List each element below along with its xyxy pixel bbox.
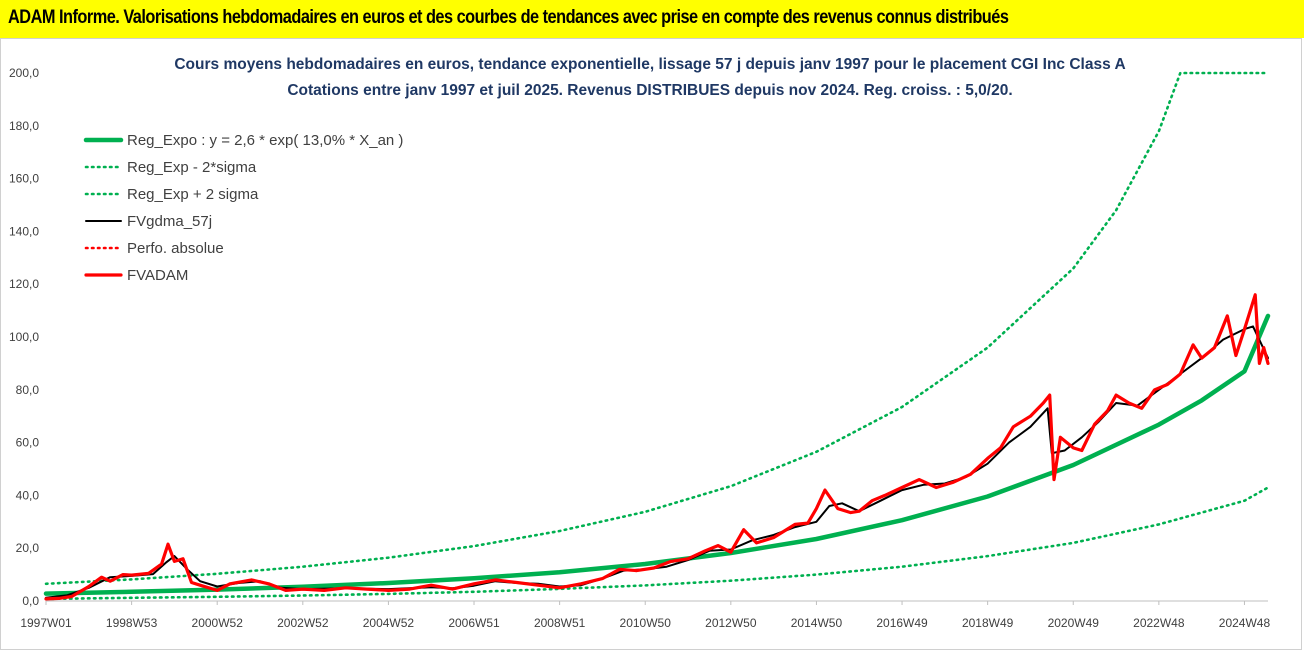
report-title: ADAM Informe. Valorisations hebdomadaire… <box>8 7 1009 28</box>
x-tick-label: 2024W48 <box>1219 616 1271 630</box>
x-tick-label: 1998W53 <box>106 616 158 630</box>
legend-label: FVADAM <box>127 267 188 284</box>
y-tick-label: 120,0 <box>9 277 39 291</box>
y-tick-label: 140,0 <box>9 224 39 238</box>
x-tick-label: 2016W49 <box>876 616 928 630</box>
x-tick-label: 2004W52 <box>363 616 415 630</box>
x-tick-label: 2020W49 <box>1048 616 1100 630</box>
legend-label: FVgdma_57j <box>127 213 212 230</box>
x-axis: 1997W01 1998W53 2000W52 2002W52 2004W52 2006W… <box>20 601 1270 630</box>
series-layer <box>43 71 1271 601</box>
x-tick-label: 2012W50 <box>705 616 757 630</box>
chart-title: Cours moyens hebdomadaires en euros, ten… <box>174 56 1125 73</box>
x-tick-label: 2006W51 <box>448 616 500 630</box>
x-tick-label: 2014W50 <box>791 616 843 630</box>
y-tick-label: 80,0 <box>16 383 40 397</box>
x-tick-label: 2022W48 <box>1133 616 1185 630</box>
chart-frame <box>0 38 1302 650</box>
series-line-2 <box>44 71 1270 586</box>
x-tick-label: 2008W51 <box>534 616 586 630</box>
series-line-1 <box>44 486 1270 601</box>
legend: Reg_Expo : y = 2,6 * exp( 13,0% * X_an )… <box>83 132 403 284</box>
legend-label: Reg_Expo : y = 2,6 * exp( 13,0% * X_an ) <box>127 132 403 149</box>
legend-label: Perfo. absolue <box>127 240 224 257</box>
y-tick-label: 100,0 <box>9 330 39 344</box>
y-tick-label: 40,0 <box>16 488 40 502</box>
x-tick-label: 2010W50 <box>620 616 672 630</box>
x-tick-label: 2000W52 <box>192 616 244 630</box>
chart-subtitle: Cotations entre janv 1997 et juil 2025. … <box>287 82 1012 99</box>
series-line-5 <box>44 293 1270 601</box>
y-tick-label: 20,0 <box>16 541 40 555</box>
legend-label: Reg_Exp + 2 sigma <box>127 186 259 203</box>
y-tick-label: 180,0 <box>9 119 39 133</box>
y-axis: 0,0 20,0 40,0 60,0 80,0 100,0 120,0 140,0 160,0 1… <box>9 66 39 608</box>
x-tick-label: 2002W52 <box>277 616 329 630</box>
y-tick-label: 200,0 <box>9 66 39 80</box>
y-tick-label: 0,0 <box>22 594 39 608</box>
y-tick-label: 160,0 <box>9 172 39 186</box>
y-tick-label: 60,0 <box>16 436 40 450</box>
report-banner: ADAM Informe. Valorisations hebdomadaire… <box>0 0 1304 38</box>
legend-label: Reg_Exp - 2*sigma <box>127 159 257 176</box>
x-tick-label: 2018W49 <box>962 616 1014 630</box>
x-tick-label: 1997W01 <box>20 616 72 630</box>
series-line-0 <box>43 313 1271 596</box>
